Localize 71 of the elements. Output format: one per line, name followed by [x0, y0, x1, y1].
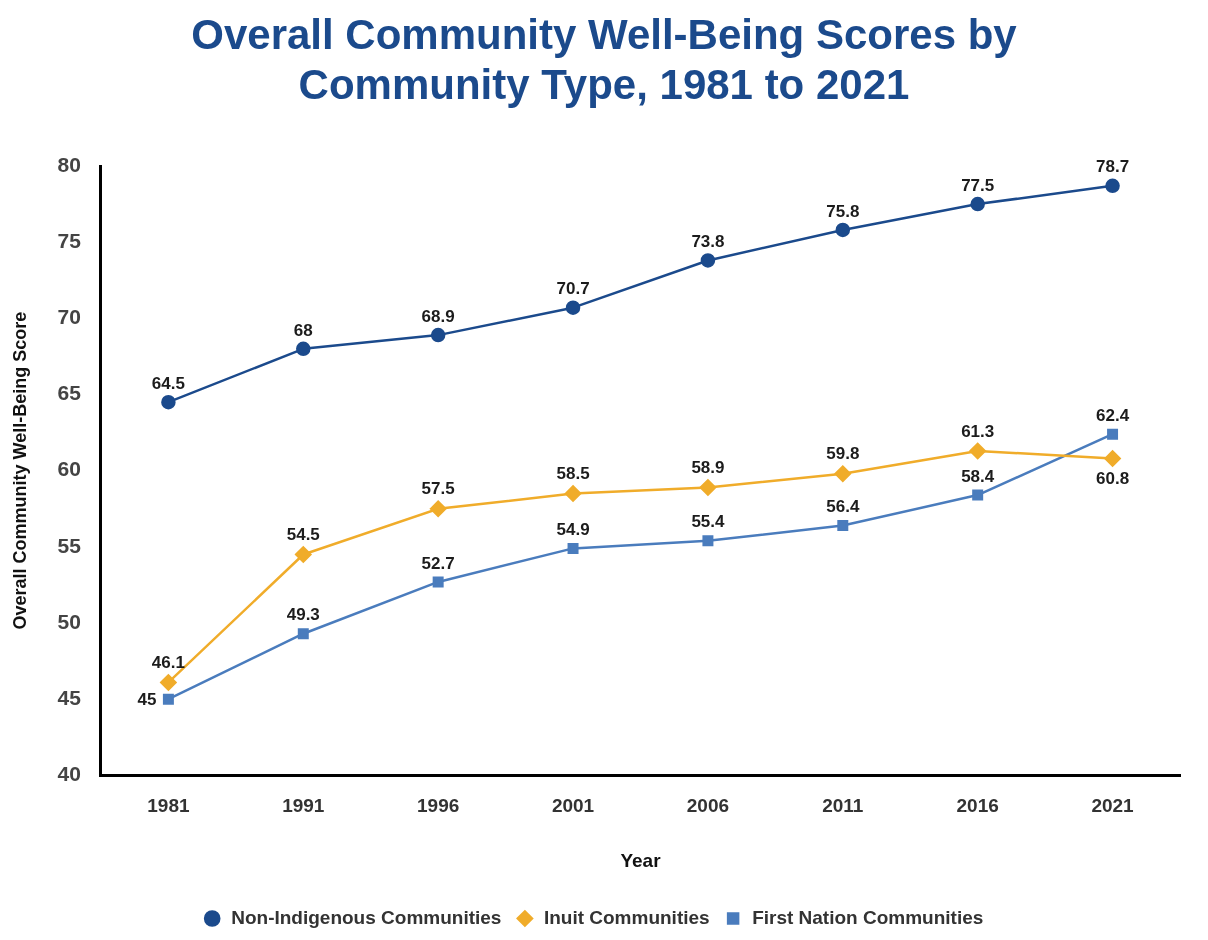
y-tick-label: 75 [57, 228, 82, 252]
point [161, 394, 176, 410]
x-tick-label: 2011 [822, 795, 864, 817]
x-tick-label: 1981 [147, 795, 190, 817]
point [297, 628, 309, 640]
data-label: 68.9 [421, 306, 455, 326]
point [972, 489, 984, 501]
x-axis-title: Year [620, 849, 662, 871]
point [429, 500, 447, 518]
data-label: 45 [137, 689, 157, 709]
y-tick-label: 45 [57, 686, 82, 710]
y-axis-title: Overall Community Well-Being Score [9, 311, 30, 630]
y-tick-label: 40 [57, 762, 81, 786]
point [702, 535, 714, 547]
y-tick-label: 60 [57, 457, 81, 481]
data-label: 77.5 [961, 175, 995, 195]
data-label: 75.8 [826, 201, 860, 221]
data-label: 70.7 [556, 279, 590, 299]
point [432, 576, 444, 588]
data-label: 54.9 [556, 520, 590, 540]
data-label: 58.4 [961, 466, 995, 486]
point [162, 693, 174, 705]
data-label: 62.4 [1096, 405, 1130, 425]
data-label: 78.7 [1096, 157, 1130, 177]
data-label: 52.7 [421, 553, 455, 573]
data-label: 57.5 [421, 479, 455, 499]
point [430, 327, 446, 343]
point [1104, 450, 1121, 467]
data-label: 59.8 [826, 444, 860, 464]
point [834, 465, 852, 482]
point [565, 300, 581, 315]
data-label: 58.9 [691, 458, 725, 478]
data-label: 46.1 [151, 653, 185, 673]
data-label: 54.5 [286, 525, 320, 545]
x-tick-label: 1996 [417, 795, 460, 817]
data-label: 55.4 [691, 512, 726, 532]
x-tick-label: 1991 [282, 795, 325, 817]
data-label: 61.3 [961, 421, 995, 441]
point [837, 520, 849, 532]
point [1105, 178, 1120, 194]
point [699, 479, 717, 496]
y-tick-label: 55 [57, 533, 82, 557]
x-tick-label: 2001 [551, 795, 595, 817]
legend-label: First Nation Communities [752, 906, 984, 928]
point [1107, 428, 1119, 440]
chart-title: Overall Community Well-Being Scores by Community Type, 1981 to 2021 [190, 10, 1018, 110]
x-tick-label: 2016 [956, 795, 999, 817]
data-label: 73.8 [691, 232, 725, 252]
data-label: 58.5 [556, 464, 590, 484]
data-label: 60.8 [1096, 469, 1130, 489]
data-label: 49.3 [286, 605, 320, 625]
point [564, 485, 582, 502]
legend-label: Inuit Communities [543, 906, 710, 928]
y-tick-label: 80 [57, 152, 81, 176]
point [295, 546, 312, 563]
data-label: 68 [293, 320, 313, 340]
y-tick-label: 50 [57, 609, 81, 633]
point [835, 222, 851, 238]
x-tick-label: 2006 [686, 795, 730, 817]
y-tick-label: 65 [57, 381, 82, 405]
point [296, 341, 311, 357]
point [969, 442, 986, 460]
point [700, 253, 716, 268]
legend-label: Non-Indigenous Communities [231, 906, 502, 928]
data-label: 64.5 [151, 373, 185, 393]
data-label: 56.4 [826, 497, 860, 517]
y-tick-label: 70 [57, 305, 81, 329]
point [567, 542, 579, 554]
point [970, 196, 985, 212]
x-tick-label: 2021 [1091, 795, 1135, 817]
point [160, 674, 177, 691]
